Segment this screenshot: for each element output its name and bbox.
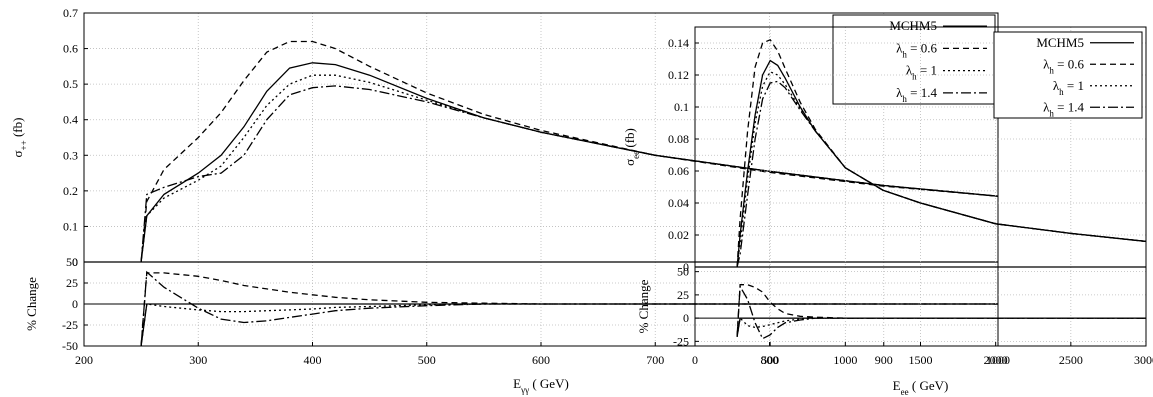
- y-tick-label: 0: [72, 255, 78, 269]
- ratio-line-4: [736, 284, 1146, 340]
- series-line-4: [736, 80, 1147, 268]
- y-tick-label: 0.02: [668, 228, 689, 242]
- chart-panel-1: 200 300 400 500 600 700 800 900 100000.10.20.30.…: [10, 6, 1010, 395]
- ratio-tick-label: 50: [677, 265, 689, 279]
- ratio-line-4: [140, 270, 998, 347]
- legend-label: λh = 1.4: [1043, 99, 1084, 118]
- y-tick-label: 0.3: [63, 148, 78, 162]
- legend-label: λh = 1: [1053, 78, 1084, 97]
- x-tick-label: 300: [189, 353, 207, 367]
- ratio-line-2: [736, 284, 1146, 337]
- legend-label: λh = 1: [906, 63, 937, 82]
- series-line-3: [736, 70, 1147, 268]
- x-tick-label: 700: [646, 353, 664, 367]
- y-tick-label: 0.2: [63, 184, 78, 198]
- y-tick-label: 0.04: [668, 196, 689, 210]
- x-axis-label: Eγγ ( GeV): [513, 376, 569, 395]
- y-tick-label: 0: [683, 260, 689, 274]
- plot-frame: [83, 12, 999, 347]
- x-tick-label: 2500: [1059, 353, 1083, 367]
- legend-box: [993, 31, 1143, 119]
- x-axis-label: Eee ( GeV): [893, 378, 949, 397]
- y-tick-label: 0.14: [668, 36, 689, 50]
- ratio-axis-label: % Change: [24, 277, 39, 331]
- ratio-tick-label: 25: [66, 276, 78, 290]
- ratio-tick-label: -25: [62, 318, 78, 332]
- y-axis-label: σ++ (fb): [10, 118, 29, 158]
- x-tick-label: 0: [692, 353, 698, 367]
- ratio-tick-label: 0: [683, 311, 689, 325]
- ratio-tick-label: -25: [673, 334, 689, 348]
- legend-label: λh = 1.4: [896, 85, 937, 104]
- plot-frame: [694, 26, 1147, 347]
- legend-box: [832, 14, 996, 105]
- legend: MCHM5 λh = 0.6 λh = 1 λh = 1.4: [993, 31, 1143, 119]
- ratio-tick-label: 50: [66, 255, 78, 269]
- y-tick-label: 0.6: [63, 42, 78, 56]
- x-tick-label: 200: [75, 353, 93, 367]
- legend-label: MCHM5: [1036, 35, 1084, 50]
- y-tick-label: 0.08: [668, 132, 689, 146]
- ratio-tick-label: -50: [62, 339, 78, 353]
- x-tick-label: 1500: [909, 353, 933, 367]
- ratio-line-3: [140, 303, 998, 347]
- x-tick-label: 500: [418, 353, 436, 367]
- x-tick-label: 900: [875, 353, 893, 367]
- y-tick-label: 0.5: [63, 77, 78, 91]
- x-tick-label: 600: [532, 353, 550, 367]
- legend: MCHM5 λh = 0.6 λh = 1 λh = 1.4: [832, 14, 996, 105]
- y-tick-label: 0.1: [674, 100, 689, 114]
- y-tick-label: 0.7: [63, 6, 78, 20]
- legend-label: MCHM5: [889, 18, 937, 33]
- ratio-line-2: [140, 272, 998, 347]
- x-tick-label: 1000: [986, 353, 1010, 367]
- ratio-tick-label: 25: [677, 288, 689, 302]
- x-tick-label: 500: [761, 353, 779, 367]
- x-tick-label: 400: [304, 353, 322, 367]
- x-tick-label: 1000: [833, 353, 857, 367]
- y-tick-label: 0.06: [668, 164, 689, 178]
- y-tick-label: 0.12: [668, 68, 689, 82]
- legend-label: λh = 0.6: [896, 40, 937, 59]
- x-tick-label: 2000: [984, 353, 1008, 367]
- series-line-4: [140, 85, 999, 263]
- ratio-axis-label: % Change: [636, 279, 651, 333]
- y-tick-label: 0.1: [63, 219, 78, 233]
- legend-label: λh = 0.6: [1043, 56, 1084, 75]
- y-tick-label: 0.4: [63, 113, 78, 127]
- chart-panel-2: 05001000150020002500300000.020.040.060.0…: [622, 26, 1153, 397]
- x-tick-label: 800: [761, 353, 779, 367]
- y-axis-label: σee (fb): [622, 128, 641, 166]
- ratio-tick-label: 0: [72, 297, 78, 311]
